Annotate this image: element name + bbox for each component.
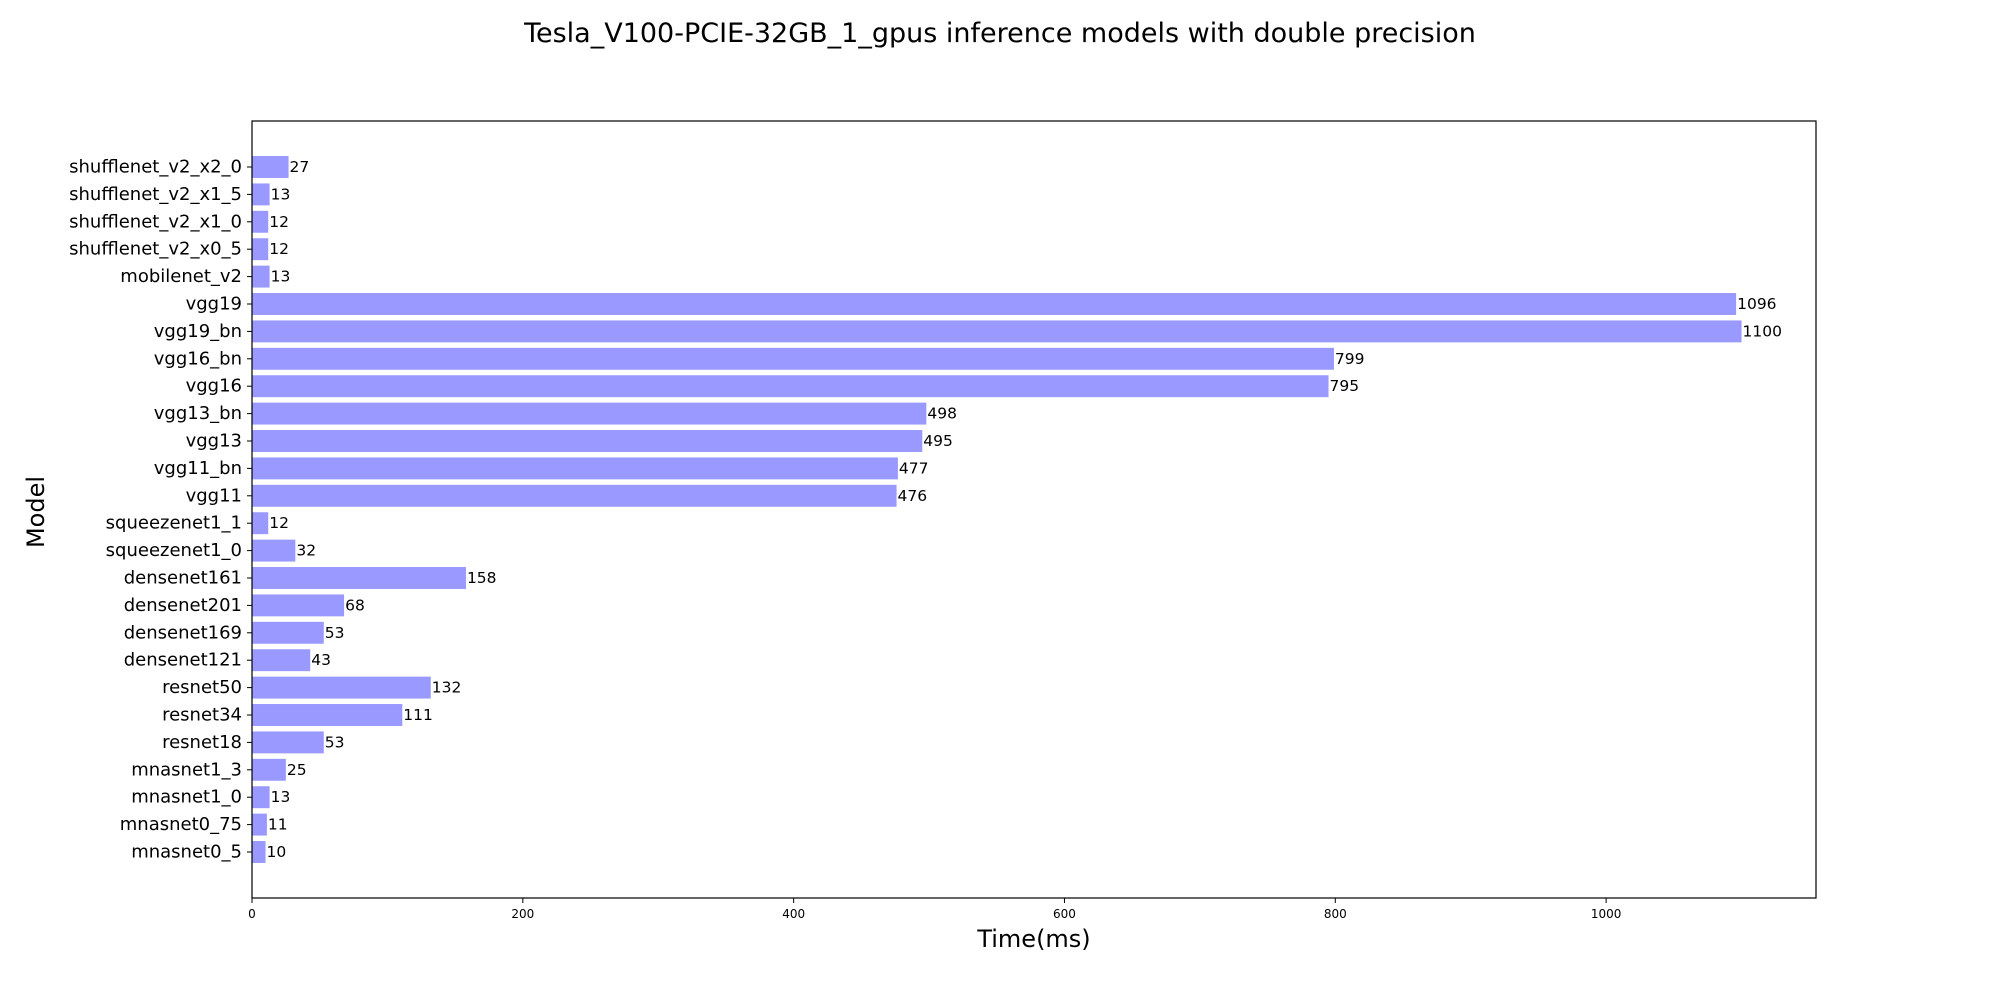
y-tick-label-vgg11: vgg11 — [186, 485, 242, 506]
y-tick-label-shufflenet_v2_x1_0: shufflenet_v2_x1_0 — [69, 211, 242, 232]
bar-vgg19_bn — [252, 320, 1742, 343]
y-tick-label-resnet18: resnet18 — [162, 732, 242, 753]
y-tick-label-densenet161: densenet161 — [124, 568, 242, 589]
bar-vgg13 — [252, 430, 923, 452]
bar-vgg19 — [252, 293, 1737, 315]
data-label-shufflenet_v2_x2_0: 27 — [290, 158, 310, 176]
data-label-vgg16_bn: 799 — [1335, 350, 1365, 368]
y-tick-label-squeezenet1_0: squeezenet1_0 — [106, 540, 242, 561]
y-tick-label-vgg19: vgg19 — [186, 294, 242, 315]
data-label-resnet34: 111 — [403, 706, 433, 724]
data-label-vgg19: 1096 — [1737, 295, 1776, 313]
data-label-vgg13_bn: 498 — [927, 405, 957, 423]
y-tick-label-vgg16_bn: vgg16_bn — [154, 348, 242, 369]
data-label-vgg11_bn: 477 — [899, 459, 929, 477]
bar-densenet201 — [252, 594, 345, 617]
bar-resnet18 — [252, 731, 324, 754]
y-tick-label-densenet121: densenet121 — [124, 650, 242, 671]
x-tick-label: 600 — [1053, 907, 1076, 921]
y-tick-label-shufflenet_v2_x0_5: shufflenet_v2_x0_5 — [69, 239, 242, 260]
x-tick-label: 1000 — [1591, 907, 1622, 921]
chart-title: Tesla_V100-PCIE-32GB_1_gpus inference mo… — [523, 18, 1476, 49]
bar-resnet50 — [252, 676, 431, 699]
bar-densenet169 — [252, 621, 324, 644]
bar-vgg11_bn — [252, 457, 898, 480]
data-label-squeezenet1_1: 12 — [269, 514, 289, 532]
y-tick-label-squeezenet1_1: squeezenet1_1 — [106, 513, 242, 534]
x-tick-label: 400 — [782, 907, 805, 921]
bar-densenet161 — [252, 567, 466, 589]
y-tick-label-mnasnet0_75: mnasnet0_75 — [120, 814, 242, 835]
y-tick-label-vgg13_bn: vgg13_bn — [154, 403, 242, 424]
bars-layer: 1011132553111132435368158321247647749549… — [252, 156, 1782, 863]
data-label-densenet161: 158 — [467, 569, 497, 587]
data-label-mnasnet0_75: 11 — [268, 816, 288, 834]
data-label-mnasnet0_5: 10 — [267, 843, 287, 861]
y-axis-label: Model — [22, 476, 50, 548]
y-tick-label-resnet50: resnet50 — [162, 677, 242, 698]
y-tick-label-mnasnet0_5: mnasnet0_5 — [131, 842, 242, 863]
y-tick-label-mnasnet1_3: mnasnet1_3 — [131, 759, 242, 780]
data-label-mobilenet_v2: 13 — [271, 268, 291, 286]
y-tick-label-densenet201: densenet201 — [124, 595, 242, 616]
data-label-mnasnet1_3: 25 — [287, 761, 307, 779]
bar-shufflenet_v2_x0_5 — [252, 238, 269, 261]
bar-mnasnet0_5 — [252, 841, 266, 863]
bar-shufflenet_v2_x2_0 — [252, 156, 289, 178]
y-tick-label-vgg19_bn: vgg19_bn — [154, 321, 242, 342]
y-axis: mnasnet0_5 mnasnet0_75 mnasnet1_0 mnasnet1_… — [69, 157, 252, 863]
y-tick-label-resnet34: resnet34 — [162, 705, 242, 726]
bar-shufflenet_v2_x1_5 — [252, 183, 270, 206]
data-label-shufflenet_v2_x1_0: 12 — [269, 213, 289, 231]
data-label-densenet169: 53 — [325, 624, 345, 642]
bar-mnasnet1_0 — [252, 786, 270, 809]
data-label-densenet121: 43 — [311, 651, 331, 669]
bar-shufflenet_v2_x1_0 — [252, 210, 269, 233]
data-label-shufflenet_v2_x1_5: 13 — [271, 185, 291, 203]
bar-densenet121 — [252, 649, 311, 672]
y-tick-label-mobilenet_v2: mobilenet_v2 — [120, 266, 242, 287]
x-axis: 0 200 400 600 800 1000 — [248, 898, 1621, 921]
y-tick-label-shufflenet_v2_x1_5: shufflenet_v2_x1_5 — [69, 184, 242, 205]
x-tick-label: 200 — [511, 907, 534, 921]
data-label-vgg16: 795 — [1330, 377, 1360, 395]
y-tick-label-shufflenet_v2_x2_0: shufflenet_v2_x2_0 — [69, 157, 242, 178]
bar-vgg16_bn — [252, 347, 1334, 370]
x-axis-label: Time(ms) — [976, 925, 1090, 953]
bar-squeezenet1_0 — [252, 539, 296, 562]
y-tick-label-vgg16: vgg16 — [186, 376, 242, 397]
y-tick-label-vgg11_bn: vgg11_bn — [154, 458, 242, 479]
bar-resnet34 — [252, 704, 403, 726]
data-label-mnasnet1_0: 13 — [271, 788, 291, 806]
data-label-resnet50: 132 — [432, 679, 462, 697]
bar-squeezenet1_1 — [252, 512, 269, 535]
data-label-shufflenet_v2_x0_5: 12 — [269, 240, 289, 258]
y-tick-label-mnasnet1_0: mnasnet1_0 — [131, 787, 242, 808]
x-tick-label: 800 — [1324, 907, 1347, 921]
data-label-vgg13: 495 — [923, 432, 953, 450]
data-label-vgg19_bn: 1100 — [1743, 322, 1782, 340]
bar-mnasnet1_3 — [252, 758, 286, 781]
y-tick-label-vgg13: vgg13 — [186, 431, 242, 452]
plot-frame — [251, 120, 1817, 899]
y-tick-label-densenet169: densenet169 — [124, 622, 242, 643]
bar-vgg11 — [252, 484, 897, 507]
data-label-squeezenet1_0: 32 — [296, 542, 316, 560]
bar-vgg13_bn — [252, 402, 927, 425]
bar-mobilenet_v2 — [252, 265, 270, 288]
bar-vgg16 — [252, 375, 1329, 398]
data-label-densenet201: 68 — [345, 596, 365, 614]
data-label-resnet18: 53 — [325, 733, 345, 751]
data-label-vgg11: 476 — [898, 487, 928, 505]
bar-mnasnet0_75 — [252, 813, 267, 836]
x-tick-label: 0 — [248, 907, 256, 921]
